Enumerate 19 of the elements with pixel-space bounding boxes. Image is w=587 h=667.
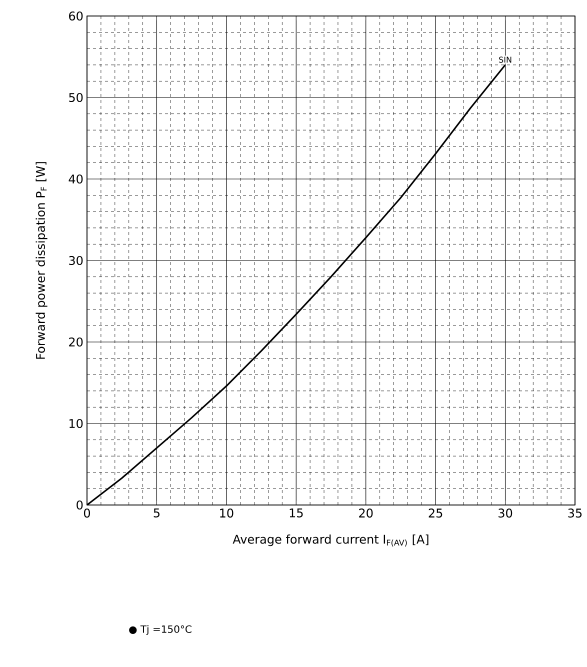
text: ● Tj =150°C	[129, 625, 192, 635]
x-tick-label: 35	[568, 508, 582, 518]
x-tick-label: 5	[154, 508, 160, 518]
y-tick-label: 10	[70, 418, 83, 428]
x-tick-label: 0	[84, 508, 90, 518]
y-tick-label: 50	[69, 92, 83, 102]
x-tick-label: 25	[428, 508, 442, 518]
y-tick-label: 20	[69, 337, 83, 347]
x-axis-title: Average forward current I$_{F(AV)}$ [A]	[232, 534, 428, 547]
x-tick-label: 10	[220, 508, 234, 518]
y-tick-label: 60	[69, 11, 83, 21]
x-tick-label: 30	[498, 508, 512, 518]
x-tick-label: 20	[359, 508, 373, 518]
annotation: SIN	[499, 56, 512, 63]
y-axis-title: Forward power dissipation P$_{F}$ [W]	[36, 162, 48, 359]
y-tick-label: 30	[69, 256, 83, 266]
y-tick-label: 40	[68, 174, 83, 184]
y-tick-label: 0	[76, 500, 83, 510]
x-tick-label: 15	[290, 508, 303, 518]
